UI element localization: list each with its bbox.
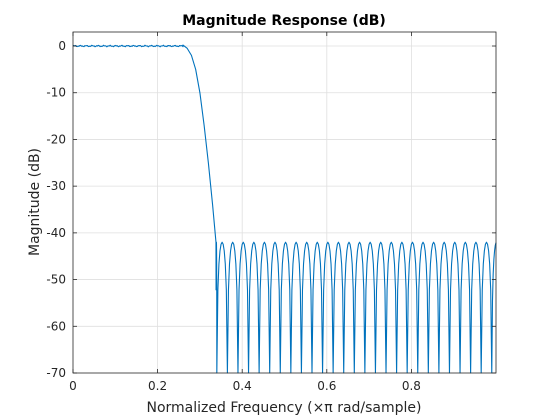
- x-tick-labels: 0 0.2 0.4 0.6 0.8: [69, 379, 421, 393]
- response-curve-group: [72, 44, 497, 374]
- magnitude-response-line: [72, 44, 497, 374]
- tick-marks: [72, 32, 496, 374]
- y-tick-label: 0: [58, 39, 66, 53]
- y-tick-label: -40: [46, 226, 66, 240]
- plot-border: [72, 31, 497, 374]
- x-tick-label: 0.4: [233, 379, 252, 393]
- y-tick-label: -70: [46, 366, 66, 380]
- y-tick-label: -20: [46, 132, 66, 146]
- y-tick-label: -60: [46, 319, 66, 333]
- x-tick-label: 0.6: [317, 379, 336, 393]
- x-axis-label: Normalized Frequency (×π rad/sample): [147, 400, 422, 416]
- x-tick-label: 0.2: [148, 379, 167, 393]
- y-axis-label: Magnitude (dB): [27, 148, 43, 256]
- y-tick-label: -30: [46, 179, 66, 193]
- y-tick-labels: 0 -10 -20 -30 -40 -50 -60 -70: [46, 39, 66, 380]
- x-tick-label: 0.8: [402, 379, 421, 393]
- y-tick-label: -50: [46, 273, 66, 287]
- chart-title: Magnitude Response (dB): [182, 13, 386, 29]
- y-tick-label: -10: [46, 86, 66, 100]
- plot-area: [73, 32, 496, 373]
- x-tick-label: 0: [69, 379, 77, 393]
- grid-lines: [73, 32, 496, 373]
